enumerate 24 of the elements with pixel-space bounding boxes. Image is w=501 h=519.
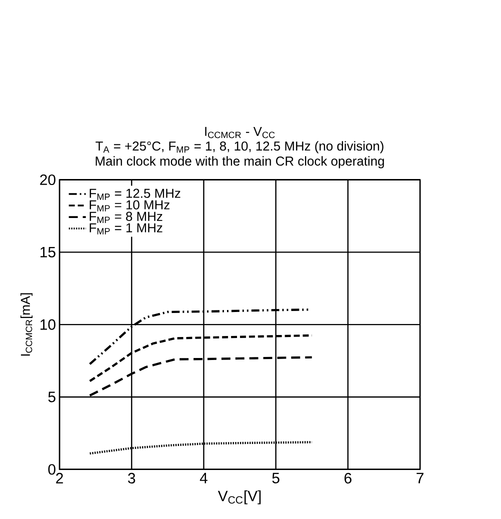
legend-label: F$_{MP}$ = 1 MHz [90, 223, 162, 234]
legend-label: F$_{MP}$ = 12.5 MHz [90, 188, 180, 200]
y-axis-title: I$_{CCMCR}$[mA] [20, 293, 33, 356]
text: Main clock mode with the main CR clock operating [96, 156, 384, 168]
chart-title: I$_{CCMCR}$ - V$_{CC}$ [205, 126, 275, 138]
x-tick-label: 4 [200, 472, 208, 484]
y-tick-label: 10 [40, 319, 56, 330]
x-axis-title: V$_{CC}$[V] [218, 490, 261, 504]
y-tick-label: 20 [40, 174, 56, 186]
x-tick-label: 3 [128, 472, 136, 484]
legend-label: F$_{MP}$ = 8 MHz [90, 212, 162, 223]
y-tick-label: 5 [48, 392, 56, 402]
x-tick-label: 5 [272, 472, 280, 484]
line-series [88, 334, 314, 382]
x-tick-label: 6 [344, 472, 352, 484]
x-tick-label: 7 [416, 472, 424, 484]
y-tick-label: 15 [40, 246, 56, 258]
line-series [88, 356, 314, 397]
legend-label: F$_{MP}$ = 10 MHz [90, 200, 170, 212]
line-series [88, 441, 314, 455]
x-tick-label: 2 [56, 472, 63, 484]
line-series [88, 308, 310, 366]
chart-subtitle: T$_{A}$ = +25°C, F$_{MP}$ = 1, 8, 10, 12.5 MHz (no division) [96, 141, 384, 154]
y-tick-label: 0 [48, 464, 56, 475]
